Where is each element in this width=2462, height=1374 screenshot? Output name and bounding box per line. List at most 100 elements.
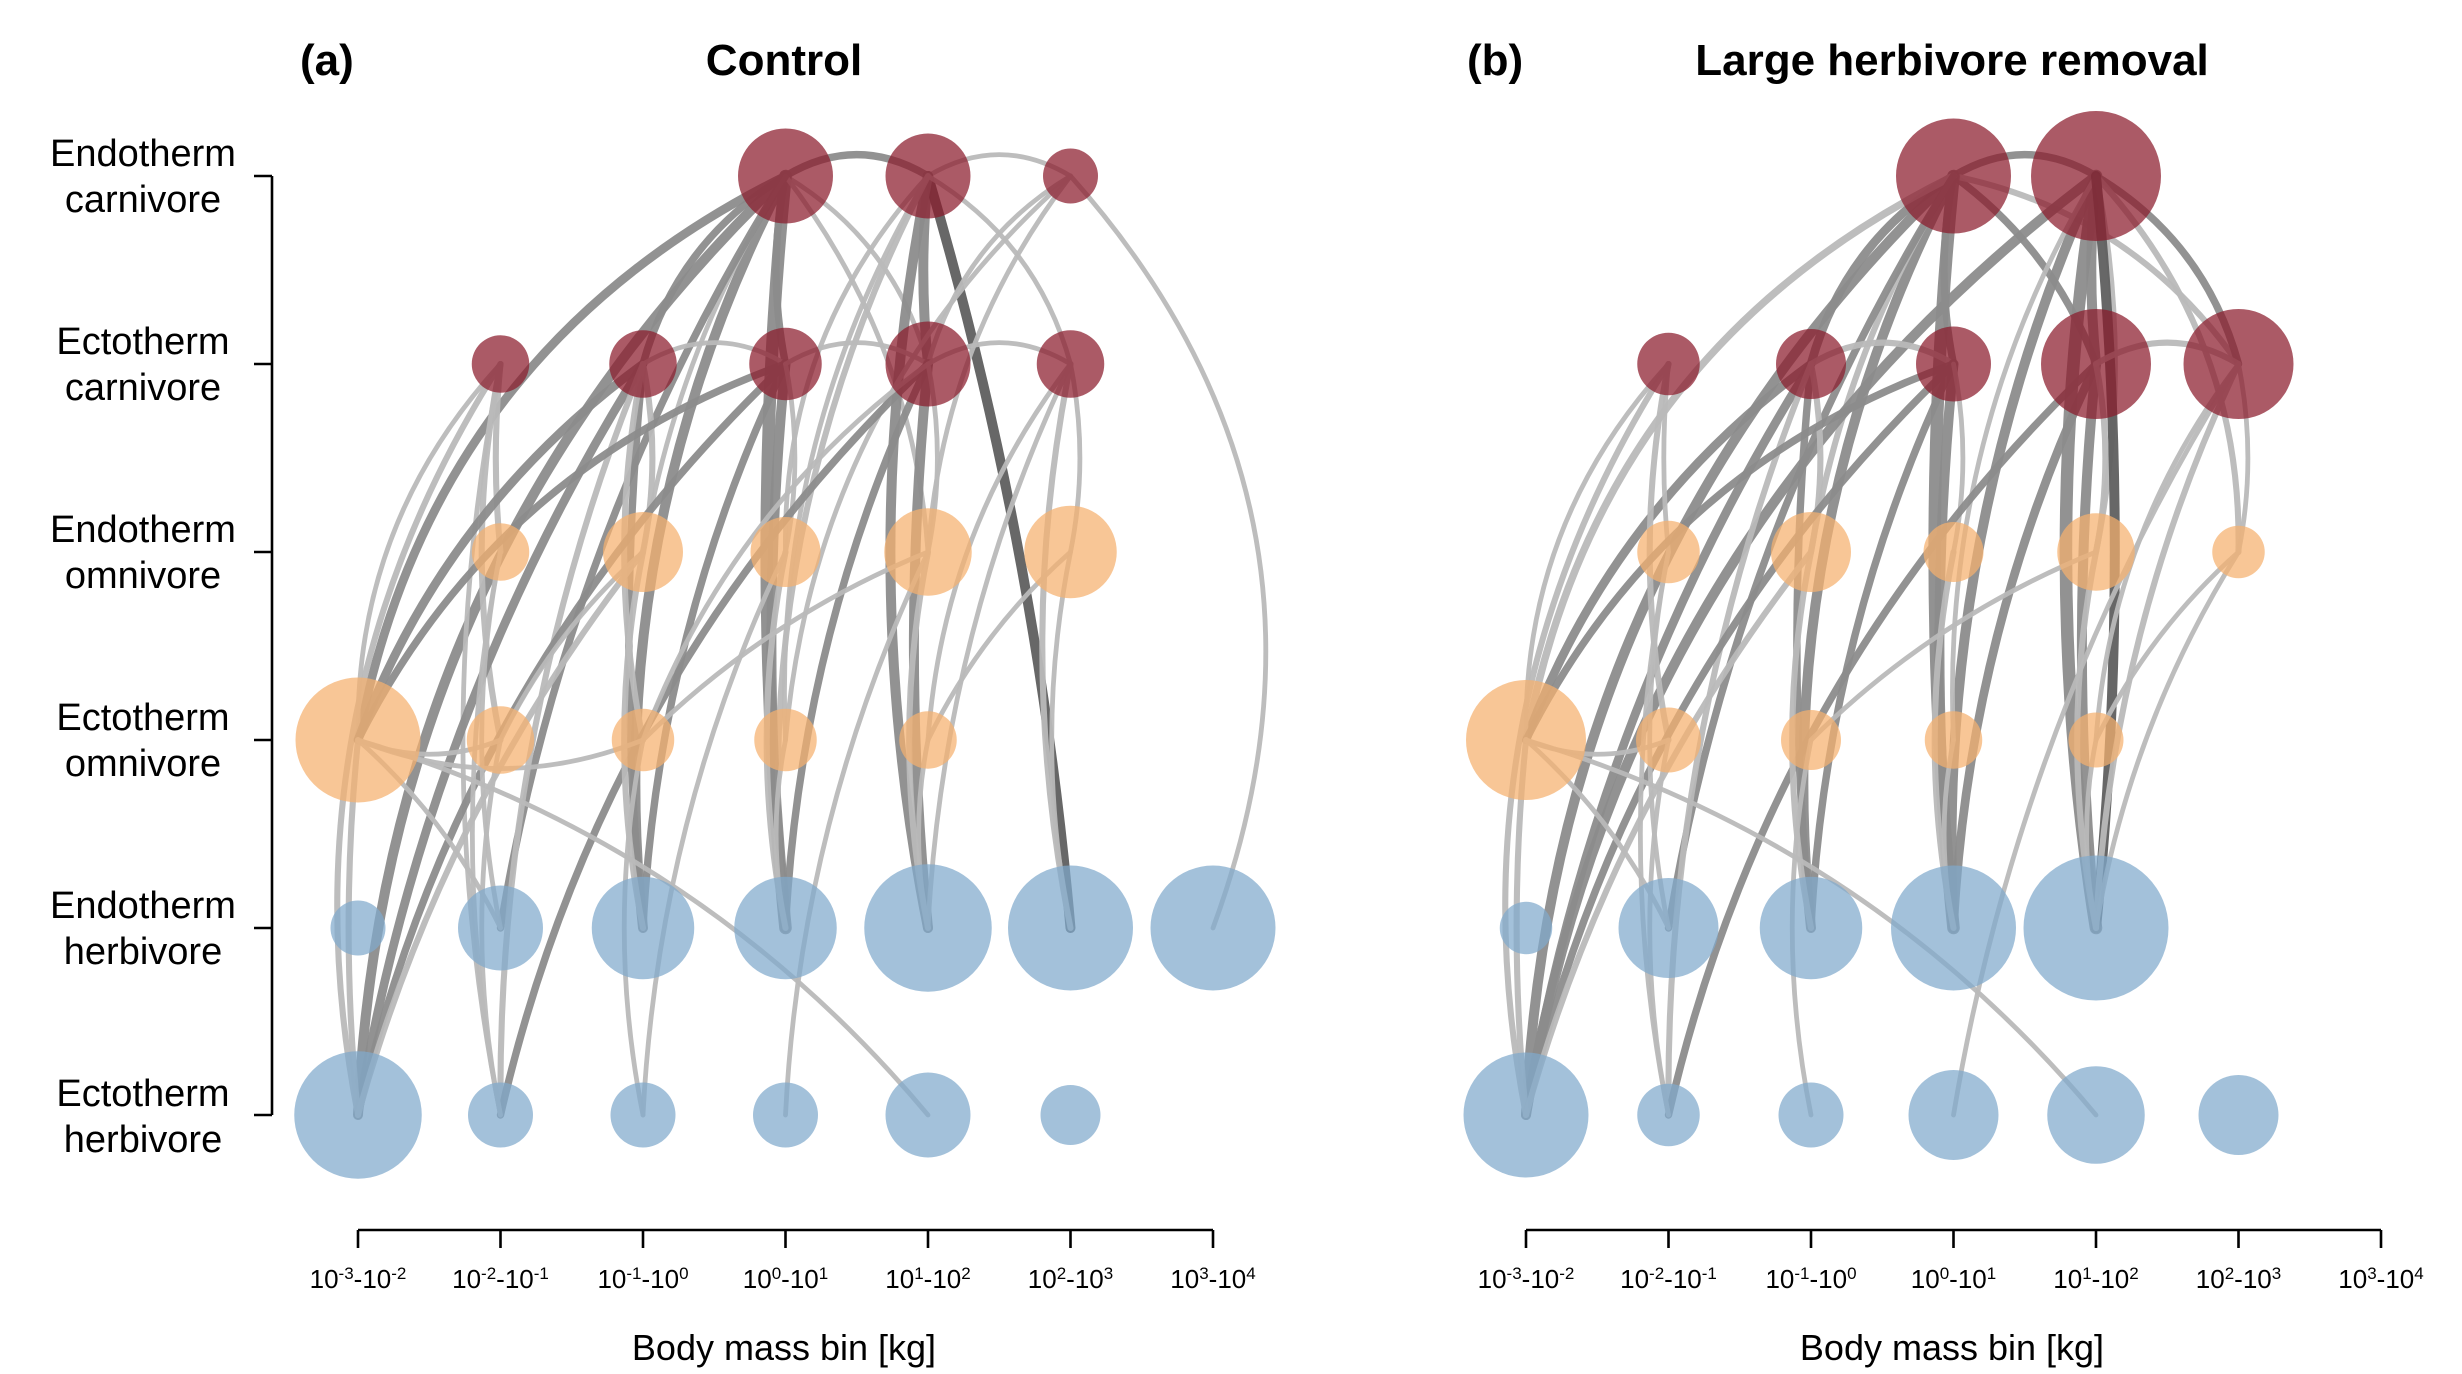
trophic-link <box>1522 172 1958 744</box>
species-node <box>753 1082 818 1148</box>
trophic-link <box>353 171 791 1120</box>
species-node <box>754 708 817 772</box>
species-node <box>1637 520 1700 584</box>
row-label-5-line1: Ectotherm <box>56 1073 229 1115</box>
x-tick-label: 100-101 <box>1911 1264 1996 1295</box>
panel-large-herbivore-removal: (b) Large herbivore removal 10-3-10-2 10-… <box>1463 36 2424 1368</box>
trophic-link <box>2092 360 2242 932</box>
trophic-link <box>923 171 1076 933</box>
species-node <box>884 508 972 596</box>
species-node <box>885 133 971 219</box>
trophic-link <box>353 359 648 1120</box>
trophic-link <box>640 361 931 743</box>
species-node <box>471 523 530 581</box>
row-label-4-line1: Endotherm <box>50 885 236 927</box>
species-node <box>1463 1052 1589 1178</box>
trophic-link <box>925 361 1073 931</box>
panel-b-label: (b) <box>1467 36 1523 85</box>
species-node <box>2047 1066 2145 1164</box>
panel-a-x-axis: 10-3-10-2 10-2-10-1 10-1-100 100-101 101-102… <box>310 1228 1256 1295</box>
row-label-3-line2: omnivore <box>65 743 221 785</box>
panel-b-x-axis: 10-3-10-2 10-2-10-1 10-1-100 100-101 101-102… <box>1478 1228 2424 1295</box>
panel-b-x-axis-title: Body mass bin [kg] <box>1800 1327 2104 1368</box>
species-node <box>1781 710 1841 770</box>
species-node <box>330 900 386 956</box>
trophic-link <box>1949 359 2101 933</box>
trophic-link <box>1521 171 1959 1120</box>
panel-control: (a) Control 10-3-10-2 10-2-10-1 10-1-100 10… <box>294 36 1276 1368</box>
row-label-1-line1: Ectotherm <box>56 321 229 363</box>
y-axis-labels: Endotherm carnivore Ectotherm carnivore … <box>50 133 236 1161</box>
species-node <box>458 885 543 971</box>
trophic-link <box>925 361 1073 743</box>
x-tick-label: 103-104 <box>2338 1264 2423 1295</box>
trophic-link <box>783 549 931 1118</box>
trophic-link <box>1522 360 1958 744</box>
trophic-link <box>640 549 931 743</box>
trophic-link <box>354 548 647 1119</box>
trophic-link <box>1808 549 2099 743</box>
trophic-link <box>1522 548 1815 1119</box>
species-node <box>1896 118 2011 234</box>
species-node <box>734 876 837 980</box>
x-tick-label: 103-104 <box>1170 1264 1255 1295</box>
species-node <box>1759 876 1863 980</box>
trophic-link <box>496 360 932 1119</box>
species-node <box>750 517 821 587</box>
x-tick-label: 10-3-10-2 <box>310 1264 407 1295</box>
species-node <box>1150 865 1276 991</box>
species-node <box>738 128 833 224</box>
species-node <box>1778 1082 1844 1148</box>
row-label-3-line1: Ectotherm <box>56 697 229 739</box>
x-tick-label: 10-1-100 <box>1765 1264 1856 1295</box>
species-node <box>1499 901 1553 955</box>
trophic-link <box>353 359 648 745</box>
trophic-link <box>355 737 931 1118</box>
species-node <box>1771 512 1851 592</box>
panel-a-x-axis-title: Body mass bin [kg] <box>632 1327 936 1368</box>
panel-a-nodes <box>294 128 1276 1179</box>
species-node <box>1908 1070 1999 1160</box>
species-node <box>468 1082 533 1148</box>
species-node <box>295 677 421 803</box>
species-node <box>885 321 971 407</box>
species-node <box>611 708 675 772</box>
species-node <box>1040 1085 1101 1145</box>
panel-b-title: Large herbivore removal <box>1695 36 2209 85</box>
trophic-link <box>781 360 932 932</box>
species-node <box>899 711 957 769</box>
trophic-link <box>497 360 647 1119</box>
x-tick-label: 10-2-10-1 <box>452 1264 549 1295</box>
species-node <box>2183 309 2294 419</box>
species-node <box>1923 522 1984 582</box>
x-tick-label: 10-2-10-1 <box>1620 1264 1717 1295</box>
row-label-5-line2: herbivore <box>64 1119 222 1161</box>
species-node <box>864 864 992 992</box>
species-node <box>2031 111 2161 241</box>
species-node <box>1891 865 2016 991</box>
species-node <box>749 327 822 401</box>
trophic-link <box>2093 549 2241 743</box>
species-node <box>610 1082 676 1148</box>
species-node <box>2057 513 2135 591</box>
species-node <box>603 512 683 592</box>
trophic-link <box>353 171 790 745</box>
panel-a-title: Control <box>706 36 862 85</box>
species-node <box>1637 332 1700 396</box>
trophic-link <box>1521 359 1816 1120</box>
species-node <box>466 706 535 774</box>
trophic-link <box>1950 173 2099 743</box>
species-node <box>1637 1083 1700 1147</box>
trophic-link <box>1807 360 1958 932</box>
species-node <box>1466 680 1586 800</box>
species-node <box>2198 1075 2279 1155</box>
x-tick-label: 100-101 <box>743 1264 828 1295</box>
y-axis <box>254 174 274 1117</box>
species-node <box>1776 329 1846 399</box>
species-node <box>609 330 677 398</box>
trophic-link <box>1522 360 1958 1119</box>
row-label-2-line1: Endotherm <box>50 509 236 551</box>
row-label-2-line2: omnivore <box>65 555 221 597</box>
trophic-link <box>1521 359 1816 745</box>
